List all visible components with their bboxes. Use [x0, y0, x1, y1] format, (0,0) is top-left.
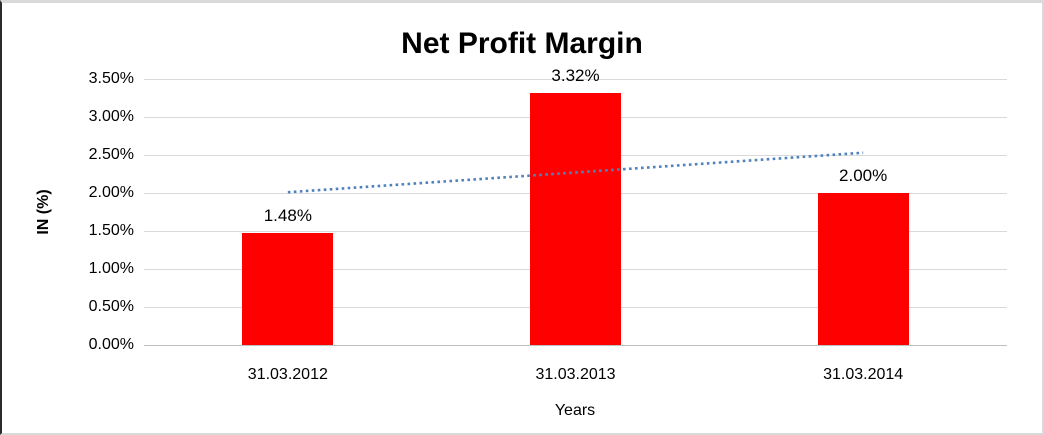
- y-tick-label: 1.00%: [88, 260, 134, 277]
- bar-value-label: 2.00%: [839, 166, 888, 185]
- y-tick-label: 1.50%: [88, 222, 134, 239]
- y-tick-label: 2.50%: [88, 146, 134, 163]
- chart-title: Net Profit Margin: [401, 27, 643, 60]
- bar-value-label: 1.48%: [263, 205, 312, 225]
- x-tick-label: 31.03.2014: [823, 366, 904, 383]
- y-tick-label: 3.50%: [88, 70, 134, 87]
- y-tick-label: 0.00%: [88, 336, 134, 353]
- y-tick-label: 2.00%: [88, 184, 134, 201]
- bar-value-label: 3.32%: [551, 65, 600, 85]
- bar-31.03.2012: [242, 232, 334, 345]
- bar-31.03.2013: [530, 92, 621, 345]
- y-tick-label: 0.50%: [88, 298, 134, 315]
- x-tick-label: 31.03.2012: [247, 366, 328, 383]
- x-axis-line: [144, 345, 1007, 346]
- gridline: [144, 79, 1007, 80]
- trendline: [287, 151, 864, 194]
- x-axis-title: Years: [554, 402, 596, 419]
- bar-31.03.2014: [817, 193, 909, 345]
- y-tick-label: 3.00%: [88, 108, 134, 125]
- plot-area: 1.48% 3.32% 2.00%: [144, 66, 1007, 346]
- trendline-path: [287, 151, 864, 194]
- x-tick-label: 31.03.2013: [535, 366, 616, 383]
